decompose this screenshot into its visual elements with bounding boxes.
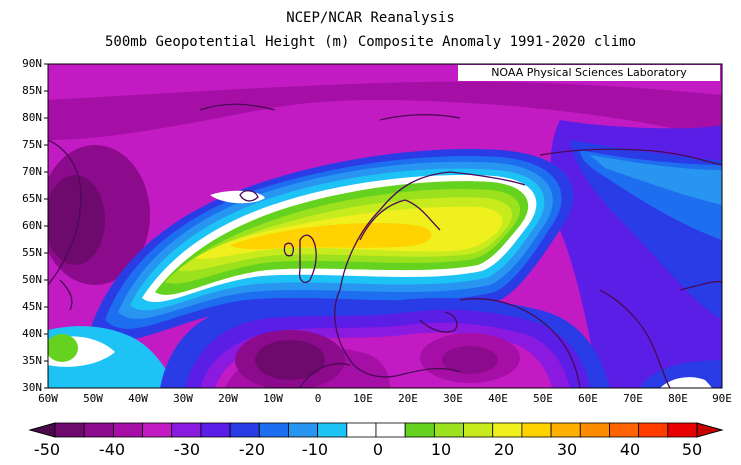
colorbar-min-arrow <box>28 422 56 438</box>
colorbar-label: 40 <box>619 440 641 459</box>
lon-label: 30E <box>443 392 463 405</box>
lon-label: 10E <box>353 392 373 405</box>
colorbar-swatch <box>375 422 406 438</box>
lon-label: 30W <box>173 392 193 405</box>
colorbar-swatch <box>317 422 348 438</box>
colorbar-swatch <box>200 422 231 438</box>
lat-label: 70N <box>22 165 42 178</box>
lat-label: 60N <box>22 219 42 232</box>
colorbar-swatch <box>609 422 640 438</box>
colorbar-swatch <box>521 422 552 438</box>
title-line-1: NCEP/NCAR Reanalysis <box>286 10 455 26</box>
colorbar-label: -30 <box>173 440 201 459</box>
lon-label: 80E <box>668 392 688 405</box>
lat-label: 50N <box>22 273 42 286</box>
lat-label: 30N <box>22 381 42 394</box>
colorbar-swatch <box>550 422 581 438</box>
colorbar-label: 50 <box>681 440 703 459</box>
colorbar-label: 30 <box>556 440 578 459</box>
colorbar-swatch <box>667 422 698 438</box>
colorbar-swatch <box>404 422 435 438</box>
colorbar-label: -20 <box>238 440 266 459</box>
colorbar <box>28 422 724 438</box>
lat-label: 65N <box>22 192 42 205</box>
colorbar-swatch <box>83 422 114 438</box>
colorbar-swatch <box>492 422 523 438</box>
lon-label: 90E <box>712 392 732 405</box>
anomaly-field <box>48 64 722 388</box>
lon-label: 20W <box>218 392 238 405</box>
lon-label: 40W <box>128 392 148 405</box>
lat-label: 90N <box>22 57 42 70</box>
lon-label: 10W <box>263 392 283 405</box>
colorbar-swatch <box>112 422 143 438</box>
lon-label: 50E <box>533 392 553 405</box>
coastlines <box>48 103 722 388</box>
lat-label: 85N <box>22 84 42 97</box>
colorbar-swatch <box>288 422 319 438</box>
colorbar-swatch <box>433 422 464 438</box>
colorbar-label: -40 <box>98 440 126 459</box>
colorbar-label: 20 <box>493 440 515 459</box>
colorbar-label: -50 <box>33 440 61 459</box>
colorbar-max-arrow <box>696 422 724 438</box>
colorbar-swatch <box>463 422 494 438</box>
title-line-2: 500mb Geopotential Height (m) Composite … <box>104 34 636 50</box>
lon-label: 60W <box>38 392 58 405</box>
lat-label: 40N <box>22 327 42 340</box>
colorbar-swatch <box>638 422 669 438</box>
lon-label: 70E <box>623 392 643 405</box>
lat-ticks <box>44 63 48 389</box>
colorbar-label: 0 <box>372 440 384 459</box>
colorbar-swatch <box>171 422 202 438</box>
colorbar-swatch <box>346 422 377 438</box>
lat-label: 45N <box>22 300 42 313</box>
lat-label: 75N <box>22 138 42 151</box>
lon-label: 40E <box>488 392 508 405</box>
credit-label: NOAA Physical Sciences Laboratory <box>458 65 720 81</box>
lon-label: 50W <box>83 392 103 405</box>
colorbar-swatch <box>579 422 610 438</box>
lon-label: 20E <box>398 392 418 405</box>
lon-label: 0 <box>314 392 322 405</box>
colorbar-swatch <box>54 422 85 438</box>
lat-label: 80N <box>22 111 42 124</box>
colorbar-label: -10 <box>301 440 329 459</box>
colorbar-swatch <box>258 422 289 438</box>
colorbar-swatch <box>142 422 173 438</box>
colorbar-label: 10 <box>430 440 452 459</box>
lon-label: 60E <box>578 392 598 405</box>
lat-label: 35N <box>22 354 42 367</box>
colorbar-swatch <box>229 422 260 438</box>
lat-label: 55N <box>22 246 42 259</box>
